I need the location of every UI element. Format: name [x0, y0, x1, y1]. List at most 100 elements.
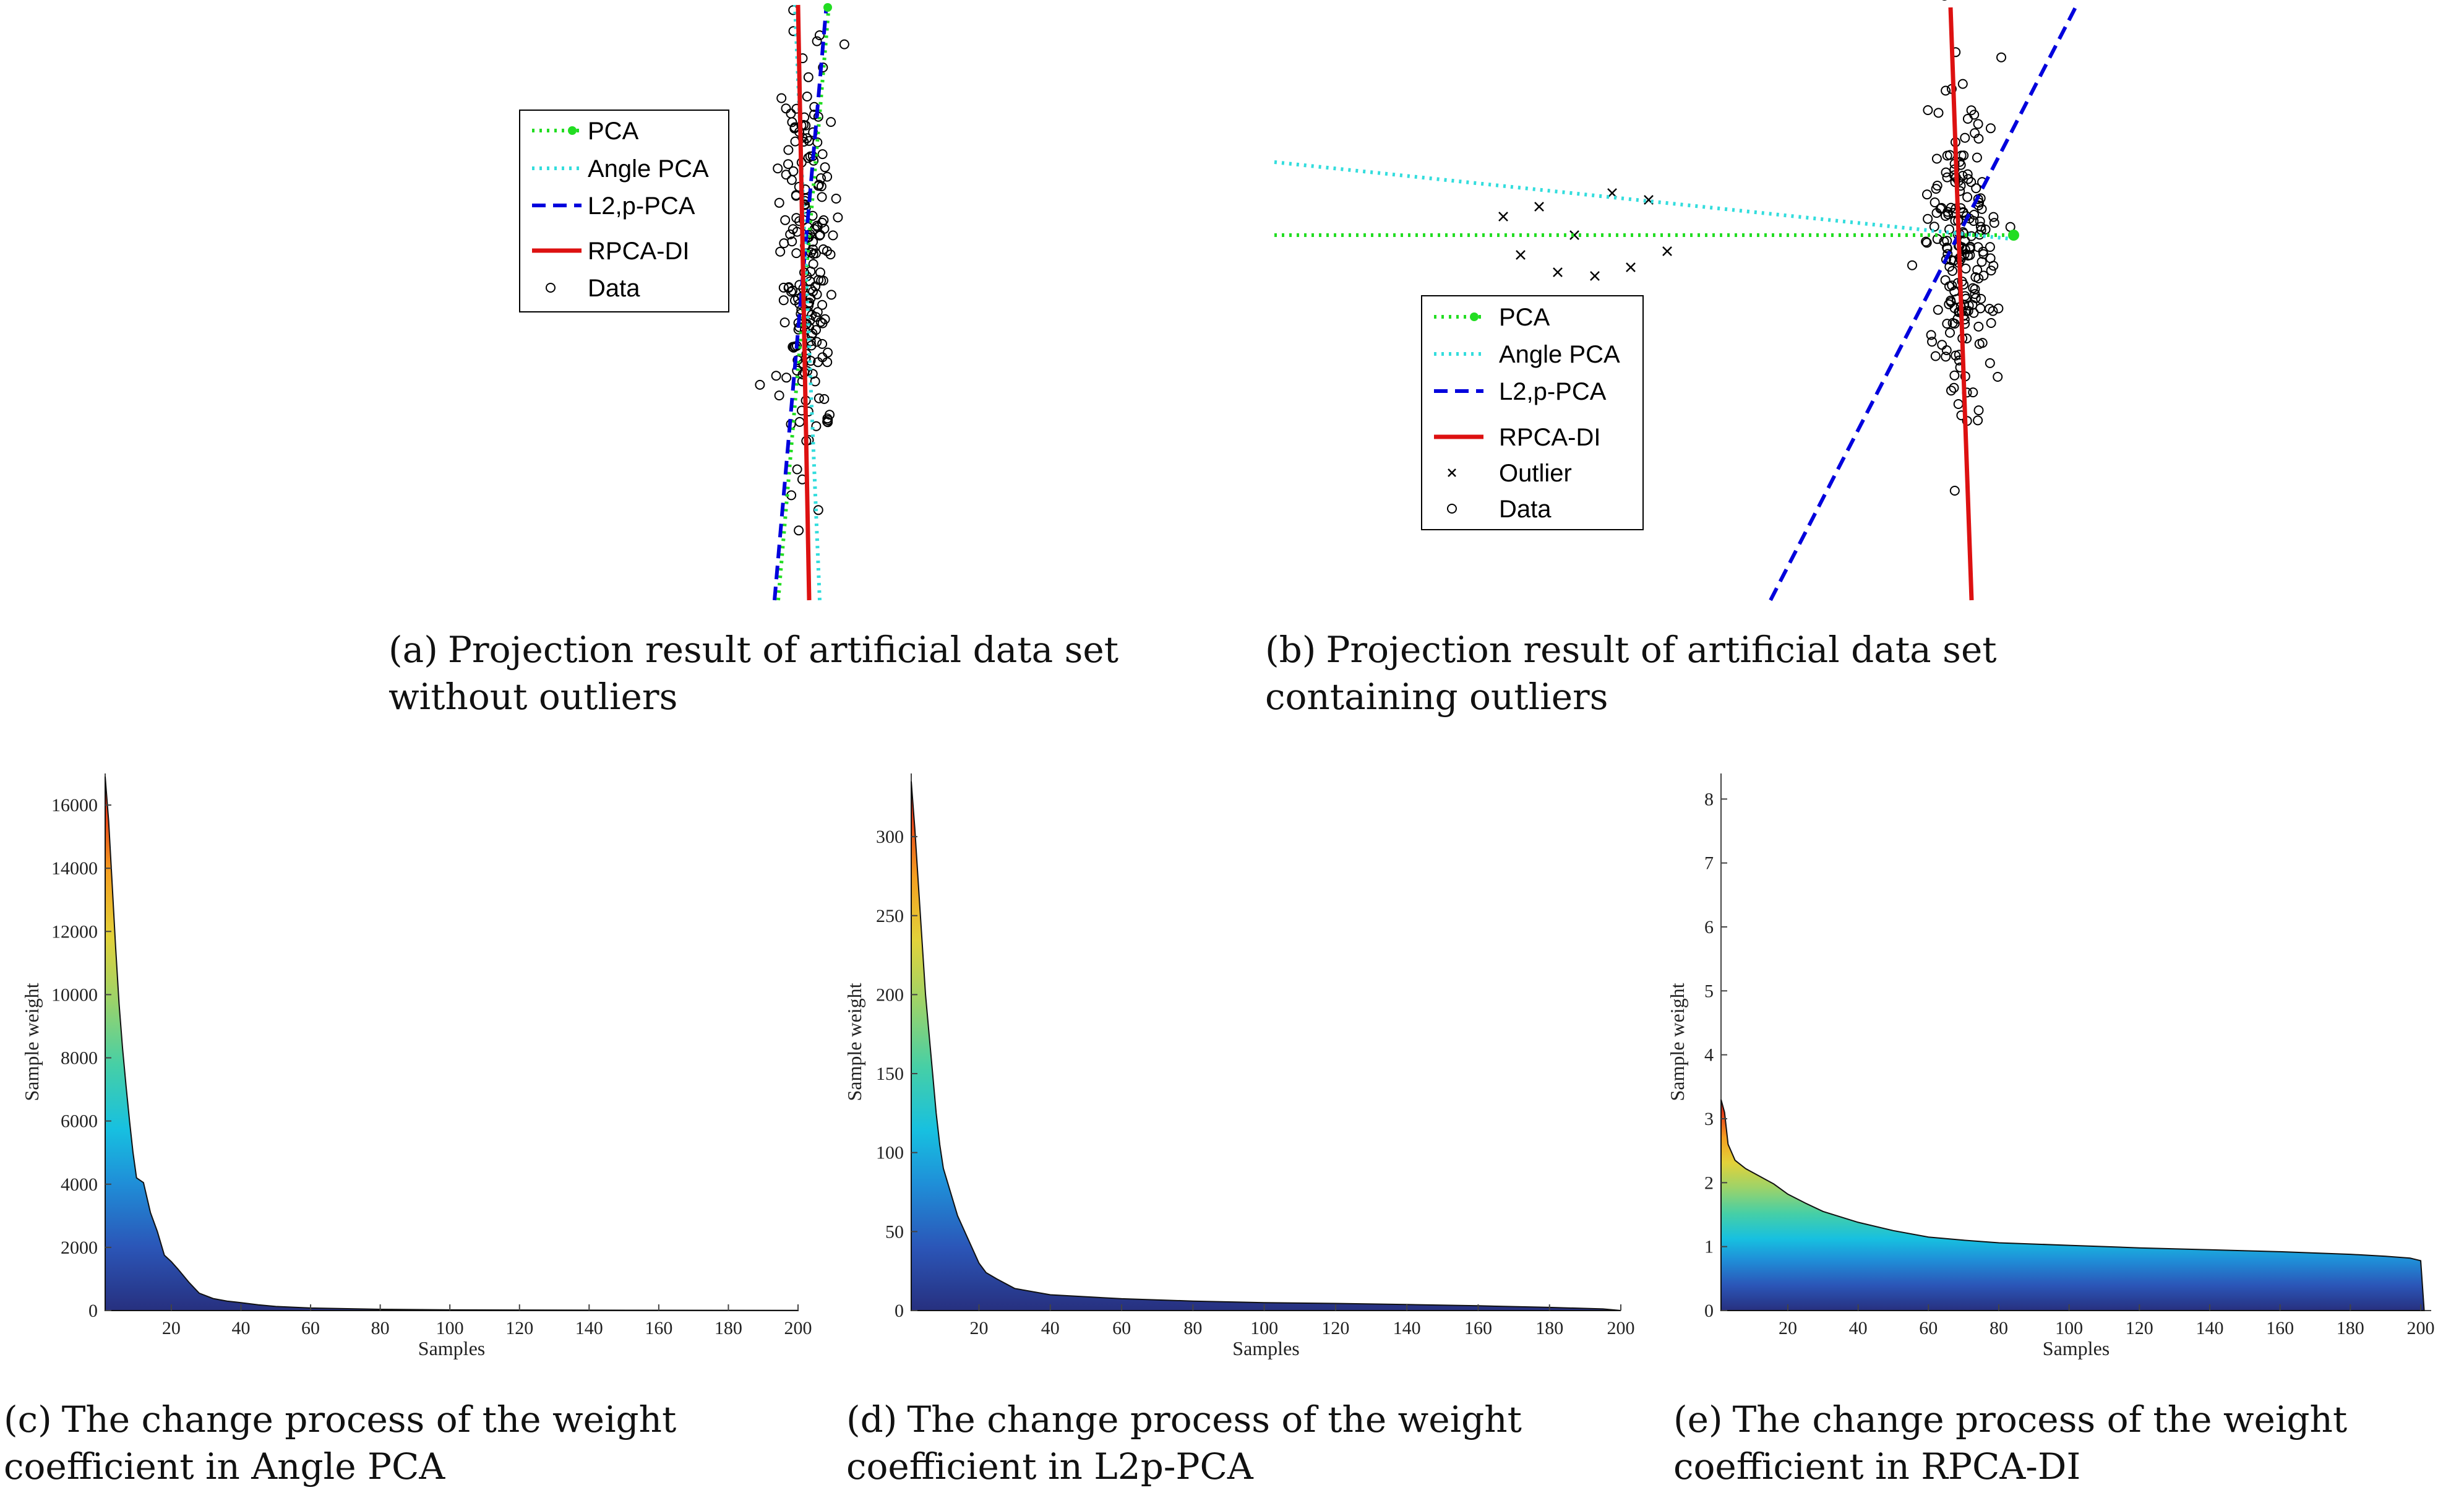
- data-point: [1986, 318, 1996, 328]
- legend-b-item: Data: [1499, 496, 1552, 523]
- data-point: [1926, 330, 1936, 340]
- x-axis-label: Samples: [418, 1337, 485, 1359]
- data-point: [1973, 134, 1984, 144]
- data-point: [1930, 197, 1940, 208]
- weight-area: [1720, 1099, 2425, 1311]
- data-point: [813, 275, 823, 285]
- caption-b: (b) Projection result of artificial data …: [1265, 626, 2082, 720]
- caption-text: Projection result of artificial data set…: [1265, 629, 1997, 718]
- pca-end-marker: [823, 3, 832, 12]
- outlier-point: [1569, 230, 1579, 240]
- data-point: [1946, 202, 1956, 213]
- data-point: [1980, 224, 1991, 235]
- data-point: [787, 236, 797, 247]
- x-tick-label: 200: [2406, 1318, 2434, 1338]
- pca-end-marker: [2008, 230, 2019, 241]
- y-axis-label: Sample weight: [1666, 983, 1688, 1101]
- x-tick-label: 20: [970, 1318, 989, 1338]
- caption-text: The change process of the weight coeffic…: [846, 1398, 1522, 1488]
- data-point: [1930, 351, 1941, 361]
- data-point: [1970, 289, 1980, 299]
- data-point: [808, 249, 818, 259]
- data-point: [803, 72, 813, 82]
- data-point: [1946, 385, 1956, 396]
- legend-b-item: PCA: [1499, 304, 1550, 331]
- data-point: [1977, 204, 1987, 214]
- data-point: [784, 282, 794, 292]
- data-point: [1949, 382, 1959, 393]
- data-point: [781, 372, 792, 383]
- data-point: [1941, 85, 1951, 96]
- y-tick-label: 3: [1704, 1109, 1714, 1129]
- data-point: [818, 244, 828, 254]
- data-point: [1970, 272, 1981, 282]
- data-point: [775, 246, 786, 257]
- x-tick-label: 80: [1990, 1318, 2008, 1338]
- data-point: [1988, 212, 1999, 222]
- data-point: [783, 145, 794, 155]
- data-point: [1962, 169, 1973, 179]
- data-point: [828, 230, 838, 241]
- rpca-di-line: [796, 4, 812, 601]
- x-tick-label: 140: [1393, 1318, 1421, 1338]
- x-tick-label: 80: [371, 1318, 390, 1338]
- outlier-point: [1590, 271, 1600, 281]
- data-point: [1941, 351, 1951, 362]
- x-tick-label: 180: [1535, 1318, 1563, 1338]
- data-point: [804, 136, 814, 146]
- data-point: [820, 314, 830, 324]
- data-point: [1962, 192, 1973, 202]
- legend-a-item: Data: [588, 275, 640, 302]
- data-point: [813, 357, 823, 368]
- data-point: [1929, 222, 1939, 232]
- x-tick-label: 100: [2055, 1318, 2083, 1338]
- y-tick-label: 150: [876, 1064, 904, 1084]
- data-point: [1975, 303, 1986, 314]
- data-point: [802, 92, 812, 101]
- data-point: [817, 217, 827, 228]
- legend-b-item: L2,p-PCA: [1499, 378, 1607, 405]
- data-point: [825, 410, 835, 420]
- chart-rpca-di-weights: 20 40 60 80 100 120 140 160 180 200 0 1 2 3 4 5 6 7 8 Sampl…: [1666, 773, 2434, 1359]
- data-point: [1972, 265, 1983, 275]
- data-point: [786, 174, 797, 185]
- data-point: [1973, 119, 1983, 129]
- outlier-point: [1662, 246, 1672, 256]
- data-point: [1985, 242, 1995, 252]
- legend-b: PCA Angle PCA L2,p-PCA RPCA-DI Outlier D…: [1421, 295, 1644, 530]
- data-point: [1946, 297, 1956, 308]
- data-point: [825, 249, 836, 260]
- y-tick-label: 300: [876, 827, 904, 847]
- data-point: [826, 290, 836, 300]
- outlier-point: [1498, 212, 1508, 222]
- plot-b: PCA Angle PCA L2,p-PCA RPCA-DI Outlier D…: [1274, 0, 2077, 601]
- data-point: [1921, 238, 1932, 248]
- data-point: [806, 340, 817, 351]
- data-point: [1963, 174, 1973, 184]
- caption-text: Projection result of artificial data set…: [388, 629, 1119, 718]
- y-tick-label: 200: [876, 984, 904, 1005]
- data-point: [794, 416, 805, 427]
- x-tick-label: 140: [575, 1318, 603, 1338]
- data-point: [1936, 203, 1947, 213]
- caption-label: (c): [4, 1398, 52, 1440]
- data-point: [1960, 264, 1971, 273]
- data-point: [1985, 123, 1996, 134]
- data-point: [817, 192, 827, 202]
- data-point: [812, 220, 822, 231]
- data-point: [1988, 261, 1999, 271]
- data-point: [786, 108, 796, 119]
- data-point: [1975, 216, 1985, 226]
- chart-l2p-pca-weights: 20 40 60 80 100 120 140 160 180 200 0 50 100 150 200 25…: [843, 773, 1635, 1359]
- y-tick-label: 250: [876, 906, 904, 926]
- data-point: [822, 357, 833, 368]
- data-point: [1973, 321, 1984, 332]
- y-axis-label: Sample weight: [843, 983, 865, 1101]
- data-point: [791, 248, 802, 259]
- data-point: [811, 421, 822, 431]
- x-tick-label: 40: [1041, 1318, 1060, 1338]
- x-tick-label: 160: [645, 1318, 672, 1338]
- data-point: [1985, 304, 1994, 314]
- data-point: [1932, 181, 1942, 191]
